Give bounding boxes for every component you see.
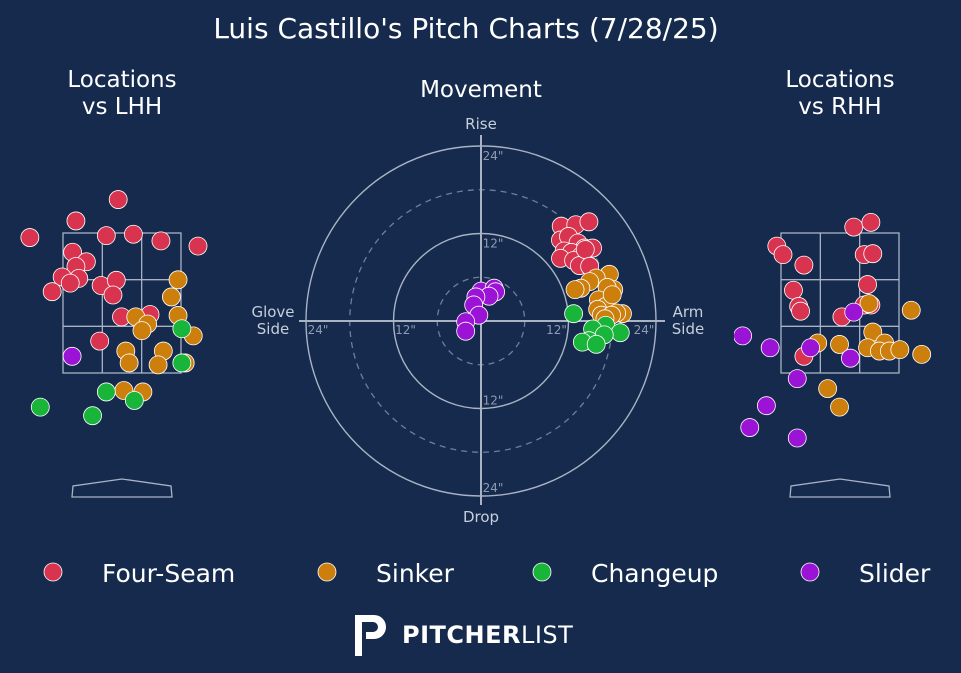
movement-label-arm-2: Side <box>672 320 704 338</box>
movement-pitch-changeup-32 <box>564 304 584 324</box>
legend-marker-sinker <box>317 562 337 582</box>
pitcherlist-logo: PITCHERLIST <box>352 612 573 658</box>
movement-label-arm-1: Arm <box>673 303 704 321</box>
lhh-pitch-four-seam-16 <box>103 285 123 305</box>
movement-tick-left12: 12" <box>395 323 416 337</box>
legend-label-slider: Slider <box>859 559 931 588</box>
legend-marker-four-seam <box>43 562 63 582</box>
lhh-pitch-four-seam-2 <box>108 190 128 209</box>
rhh-pitch-slider-30 <box>734 326 753 346</box>
movement-tick-right12: 12" <box>546 323 567 337</box>
rhh-title-line2: vs RHH <box>798 94 881 120</box>
movement-pitch-changeup-35 <box>610 323 630 343</box>
logo-word-light: LIST <box>520 621 574 649</box>
rhh-pitch-slider-33 <box>841 348 860 368</box>
lhh-pitch-sinker-25 <box>132 321 152 341</box>
rhh-pitch-four-seam-10 <box>791 301 810 321</box>
legend: Four-Seam Sinker Changeup Slider <box>43 559 931 588</box>
lhh-pitch-changeup-35 <box>172 353 192 373</box>
rhh-pitch-sinker-26 <box>818 379 838 399</box>
lhh-pitch-changeup-37 <box>96 382 116 402</box>
lhh-pitch-four-seam-4 <box>123 224 143 244</box>
movement-tick-bottom24: 24" <box>483 481 504 495</box>
rhh-pitch-points <box>734 212 932 448</box>
lhh-pitch-changeup-34 <box>172 319 192 339</box>
rhh-pitch-four-seam-8 <box>784 280 803 300</box>
movement-label-glove-1: Glove <box>251 303 294 321</box>
rhh-pitch-sinker-19 <box>830 335 849 354</box>
movement-pitch-four-seam-2 <box>579 212 599 232</box>
logo-word-bold: PITCHER <box>402 621 521 649</box>
movement-label-rise: Rise <box>465 115 497 133</box>
lhh-pitch-changeup-38 <box>83 406 102 426</box>
rhh-pitch-slider-37 <box>787 428 807 448</box>
rhh-pitch-sinker-27 <box>830 397 849 417</box>
lhh-pitch-slider-40 <box>62 346 82 366</box>
rhh-pitch-sinker-15 <box>859 294 879 313</box>
rhh-pitch-four-seam-3 <box>861 212 881 232</box>
lhh-pitch-changeup-36 <box>30 397 50 417</box>
rhh-pitch-sinker-24 <box>890 340 910 360</box>
lhh-pitch-sinker-29 <box>119 353 139 373</box>
legend-marker-changeup <box>532 562 552 582</box>
movement-tick-top24: 24" <box>483 149 504 163</box>
lhh-pitch-four-seam-5 <box>151 231 171 251</box>
legend-label-four-seam: Four-Seam <box>102 559 235 588</box>
rhh-title-line1: Locations <box>785 67 894 93</box>
lhh-pitch-four-seam-13 <box>42 282 62 302</box>
movement-pitch-sinker-30 <box>602 285 622 305</box>
rhh-pitch-sinker-16 <box>901 300 921 320</box>
lhh-pitch-four-seam-3 <box>96 226 116 246</box>
lhh-pitch-four-seam-19 <box>90 331 110 351</box>
rhh-pitch-slider-35 <box>756 396 776 416</box>
movement-pitch-slider-48 <box>456 321 476 341</box>
movement-rings: 24" 12" 12" 24" 24" 12" 12" 24" <box>299 135 665 505</box>
movement-tick-top12: 12" <box>483 237 504 251</box>
lhh-pitch-changeup-39 <box>124 391 144 410</box>
movement-label-drop: Drop <box>463 508 499 526</box>
rhh-pitch-four-seam-6 <box>794 255 814 275</box>
rhh-pitch-slider-36 <box>740 418 760 437</box>
movement-label-glove-2: Side <box>257 320 289 338</box>
rhh-pitch-four-seam-5 <box>863 244 883 264</box>
lhh-pitch-sinker-30 <box>148 355 168 375</box>
lhh-pitch-four-seam-12 <box>60 273 80 293</box>
rhh-pitch-slider-32 <box>801 338 820 358</box>
movement-pitch-points <box>456 212 632 354</box>
movement-pitch-four-seam-14 <box>575 240 595 259</box>
movement-pitch-changeup-39 <box>586 334 606 354</box>
legend-label-changeup: Changeup <box>591 559 718 588</box>
rhh-pitch-four-seam-7 <box>858 275 877 294</box>
movement-tick-right24: 24" <box>634 323 655 337</box>
chart-title: Luis Castillo's Pitch Charts (7/28/25) <box>213 12 718 45</box>
movement-tick-left24: 24" <box>308 323 329 337</box>
lhh-pitch-four-seam-1 <box>66 211 86 231</box>
lhh-title-line1: Locations <box>67 67 176 93</box>
rhh-pitch-four-seam-1 <box>773 245 793 265</box>
movement-pitch-sinker-20 <box>565 280 585 300</box>
rhh-pitch-four-seam-2 <box>844 217 864 237</box>
lhh-title-line2: vs LHH <box>82 94 162 120</box>
lhh-pitch-four-seam-0 <box>20 228 40 247</box>
rhh-pitch-slider-34 <box>787 369 807 389</box>
lhh-pitch-points <box>20 190 208 426</box>
lhh-pitch-sinker-20 <box>168 270 188 290</box>
rhh-pitch-slider-31 <box>760 338 780 358</box>
lhh-pitch-four-seam-6 <box>188 236 208 256</box>
lhh-pitch-sinker-21 <box>161 287 181 307</box>
rhh-pitch-sinker-25 <box>912 344 932 364</box>
movement-tick-bottom12: 12" <box>483 394 504 408</box>
legend-marker-slider <box>800 562 820 582</box>
rhh-pitch-slider-29 <box>844 302 864 322</box>
legend-label-sinker: Sinker <box>376 559 455 588</box>
pitcherlist-p-icon <box>355 615 386 656</box>
movement-title: Movement <box>420 77 542 103</box>
